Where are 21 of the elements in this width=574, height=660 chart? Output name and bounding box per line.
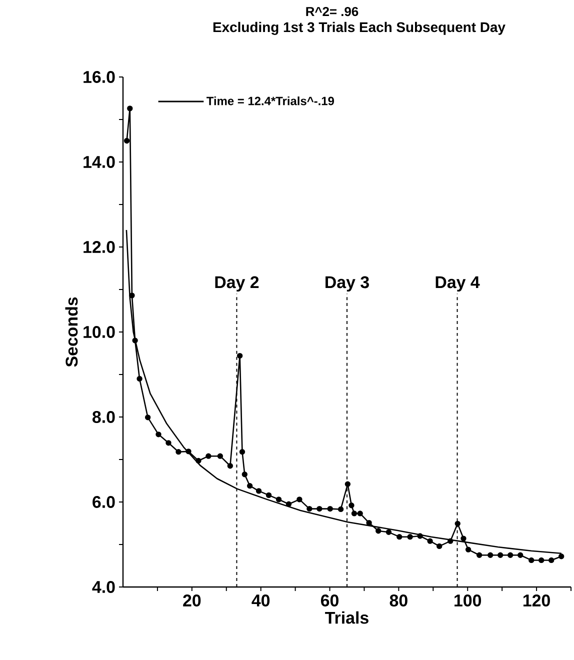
x-tick-label: 40 <box>252 594 270 606</box>
y-tick-label: 10.0 <box>84 326 115 338</box>
y-tick-label: 16.0 <box>84 70 115 83</box>
x-tick-label: 80 <box>390 594 408 606</box>
y-axis-title: Seconds <box>65 297 78 367</box>
x-tick-label: 120 <box>523 594 550 606</box>
x-tick-label: 20 <box>183 594 201 606</box>
ref-line-label: Day 2 <box>215 276 259 292</box>
chart-subtitle: Excluding 1st 3 Trials Each Subsequent Day <box>213 22 506 35</box>
y-tick-label: 6.0 <box>92 496 115 508</box>
x-axis-title: Trials <box>325 611 368 624</box>
y-tick-label: 12.0 <box>84 240 115 253</box>
y-tick-label: 8.0 <box>92 410 115 423</box>
x-tick-label: 60 <box>320 594 338 606</box>
ref-line-label: Day 3 <box>326 276 369 292</box>
legend-label: Time = 12.4*Trials^-.19 <box>206 96 334 106</box>
y-tick-label: 14.0 <box>84 156 115 168</box>
y-tick-label: 4.0 <box>92 580 115 593</box>
chart-title: R^2= .96 <box>306 6 358 16</box>
x-tick-label: 100 <box>454 594 482 606</box>
ref-line-label: Day 4 <box>436 276 480 292</box>
